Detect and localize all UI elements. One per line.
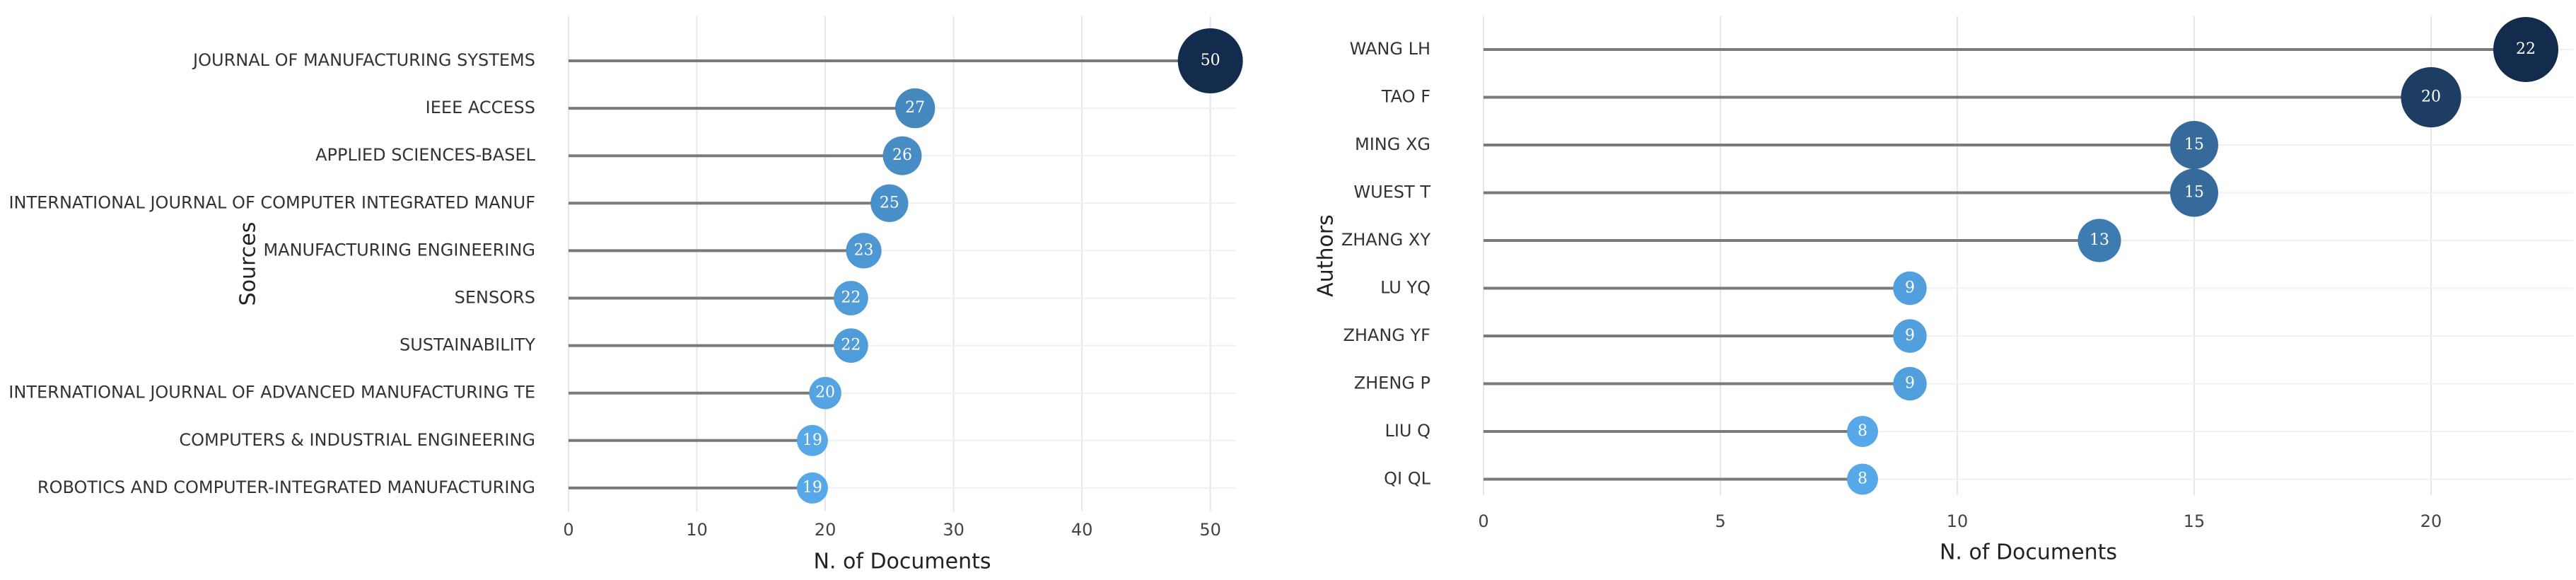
x-tick-label: 20	[2420, 511, 2442, 531]
x-axis-title: N. of Documents	[1940, 540, 2117, 565]
dot	[894, 88, 936, 129]
dot	[796, 472, 828, 504]
category-label: SENSORS	[455, 288, 535, 308]
value-label: 15	[2184, 184, 2204, 202]
value-label: 27	[905, 99, 925, 117]
category-label: MING XG	[1355, 134, 1430, 154]
category-label: INTERNATIONAL JOURNAL OF ADVANCED MANUFA…	[8, 383, 535, 402]
x-tick-label: 20	[815, 520, 837, 540]
y-axis-title: Sources	[236, 222, 261, 306]
category-label: INTERNATIONAL JOURNAL OF COMPUTER INTEGR…	[8, 192, 535, 212]
dot	[882, 136, 922, 175]
dot	[2493, 17, 2558, 82]
value-label: 19	[803, 479, 822, 497]
x-tick-label: 5	[1715, 511, 1725, 531]
value-label: 50	[1201, 52, 1220, 69]
x-tick-label: 15	[2184, 511, 2205, 531]
dot	[1847, 463, 1878, 495]
dot	[2077, 219, 2121, 262]
category-label: MANUFACTURING ENGINEERING	[263, 240, 535, 260]
category-label: ZHANG XY	[1341, 230, 1431, 250]
y-axis-title: Authors	[1314, 214, 1339, 297]
dot	[796, 424, 828, 456]
dot	[2170, 121, 2218, 169]
x-tick-label: 10	[1947, 511, 1969, 531]
value-label: 22	[2516, 40, 2536, 58]
value-label: 19	[803, 431, 822, 449]
value-label: 22	[841, 289, 861, 307]
dot	[834, 281, 868, 315]
value-label: 9	[1905, 327, 1915, 344]
category-label: QI QL	[1384, 469, 1430, 489]
x-tick-label: 40	[1071, 520, 1093, 540]
dot	[809, 376, 841, 410]
dot	[834, 328, 868, 363]
category-label: APPLIED SCIENCES-BASEL	[315, 145, 536, 165]
value-label: 9	[1905, 279, 1915, 297]
value-label: 23	[854, 241, 874, 259]
x-axis-title: N. of Documents	[813, 550, 991, 574]
category-label: TAO F	[1381, 87, 1430, 107]
value-label: 8	[1858, 422, 1867, 440]
category-label: ROBOTICS AND COMPUTER-INTEGRATED MANUFAC…	[37, 477, 535, 497]
value-label: 9	[1905, 375, 1915, 393]
value-label: 8	[1858, 470, 1867, 488]
value-label: 20	[2421, 88, 2441, 106]
category-label: IEEE ACCESS	[426, 98, 535, 117]
dot	[1177, 28, 1243, 93]
x-tick-label: 30	[943, 520, 964, 540]
category-label: WANG LH	[1350, 39, 1430, 59]
value-label: 26	[892, 146, 912, 164]
dot	[846, 233, 882, 269]
x-tick-label: 0	[1478, 511, 1488, 531]
dot	[2401, 66, 2461, 128]
dot	[870, 184, 909, 222]
dot	[1893, 271, 1927, 306]
category-label: LIU Q	[1385, 421, 1430, 441]
dot	[1893, 319, 1927, 353]
value-label: 22	[841, 337, 861, 354]
category-label: LU YQ	[1380, 278, 1430, 298]
value-label: 25	[880, 194, 899, 211]
value-label: 15	[2184, 136, 2204, 153]
x-tick-label: 50	[1199, 520, 1221, 540]
category-label: COMPUTERS & INDUSTRIAL ENGINEERING	[179, 430, 535, 450]
x-tick-label: 10	[686, 520, 708, 540]
category-label: WUEST T	[1353, 182, 1430, 202]
dot	[1893, 366, 1927, 401]
category-label: SUSTAINABILITY	[400, 335, 535, 355]
category-label: JOURNAL OF MANUFACTURING SYSTEMS	[192, 50, 535, 70]
x-tick-label: 0	[563, 520, 573, 540]
value-label: 13	[2090, 231, 2109, 249]
dot	[1847, 416, 1878, 447]
category-label: ZHENG P	[1354, 373, 1430, 393]
dot	[2170, 168, 2218, 217]
category-label: ZHANG YF	[1343, 325, 1430, 345]
value-label: 20	[815, 384, 835, 402]
